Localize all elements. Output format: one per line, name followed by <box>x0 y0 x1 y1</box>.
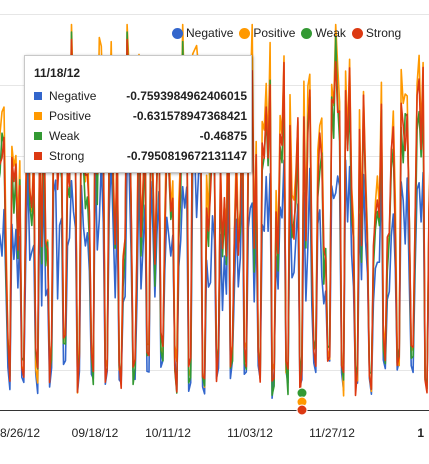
legend-label-positive: Positive <box>253 26 296 40</box>
legend-item-strong[interactable]: Strong <box>351 26 402 40</box>
x-tick-label-3: 11/03/12 <box>227 426 273 440</box>
x-axis-ticks: 8/26/12 09/18/12 10/11/12 11/03/12 11/27/12 1 <box>0 426 424 440</box>
tooltip-value-positive: -0.631578947368421 <box>132 109 247 123</box>
x-tick-label-2: 10/11/12 <box>145 426 191 440</box>
tooltip-value-weak: -0.46875 <box>199 129 247 143</box>
legend-label-negative: Negative <box>186 26 234 40</box>
tooltip-swatch-weak <box>34 132 42 140</box>
tooltip-name-negative: Negative <box>49 89 97 103</box>
tooltip-row-negative: Negative -0.7593984962406015 <box>34 88 247 104</box>
x-tick-label-0: 8/26/12 <box>0 426 40 440</box>
tooltip-swatch-positive <box>34 112 42 120</box>
tooltip-name-positive: Positive <box>49 109 92 123</box>
legend-swatch-weak <box>301 27 313 39</box>
legend-swatch-strong <box>351 27 363 39</box>
legend: Negative Positive Weak Strong <box>172 24 407 42</box>
legend-item-negative[interactable]: Negative <box>172 26 233 40</box>
legend-label-weak: Weak <box>315 26 346 40</box>
tooltip: 11/18/12 Negative -0.7593984962406015 Po… <box>24 55 252 173</box>
hover-markers <box>296 387 308 416</box>
x-tick-label-5: 1 <box>417 426 424 440</box>
legend-item-positive[interactable]: Positive <box>239 26 295 40</box>
legend-item-weak[interactable]: Weak <box>301 26 346 40</box>
tooltip-name-weak: Weak <box>49 129 80 143</box>
legend-swatch-positive <box>239 27 251 39</box>
tooltip-row-strong: Strong -0.7950819672131147 <box>34 148 247 164</box>
legend-swatch-negative <box>172 27 183 39</box>
hover-marker-strong <box>296 404 308 416</box>
tooltip-row-positive: Positive -0.631578947368421 <box>34 108 247 124</box>
x-tick-label-4: 11/27/12 <box>309 426 355 440</box>
tooltip-date: 11/18/12 <box>34 66 81 80</box>
x-tick-label-1: 09/18/12 <box>72 426 119 440</box>
tooltip-swatch-negative <box>34 92 42 100</box>
tooltip-value-negative: -0.7593984962406015 <box>126 89 247 103</box>
tooltip-value-strong: -0.7950819672131147 <box>126 149 247 163</box>
tooltip-name-strong: Strong <box>49 149 85 163</box>
tooltip-row-weak: Weak -0.46875 <box>34 128 247 144</box>
tooltip-swatch-strong <box>34 152 42 160</box>
legend-label-strong: Strong <box>365 26 402 40</box>
